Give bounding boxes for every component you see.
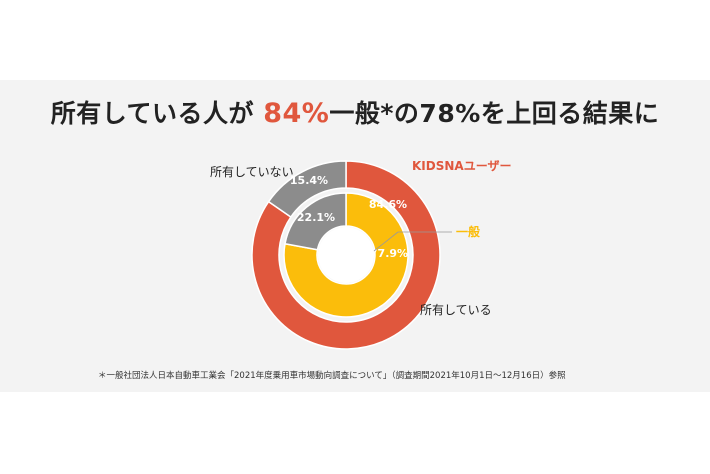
outer-owned-label: 84.6% [369,198,407,211]
outer-slice-1 [267,160,347,219]
inner-owned-label: 77.9% [370,247,408,260]
title-highlight: 84% [263,98,330,129]
owned-annotation: 所有している [420,303,492,317]
footnote: ＊一般社団法人日本自動車工業会「2021年度乗用車市場動向調査について」（調査期… [98,371,566,381]
outer-not-owned-label: 15.4% [290,174,328,187]
page-title: 所有している人が 84%一般*の78%を上回る結果に [0,94,710,130]
inner-not-owned-label: 22.1% [297,211,335,224]
inner-series-annotation: 一般 [456,224,480,239]
donut-hole [318,227,374,283]
inner-slice-1 [284,192,347,251]
outer-slice-0 [251,160,441,350]
not-owned-annotation: 所有していない [210,165,294,179]
title-prefix: 所有している人が [50,99,264,128]
title-suffix: 一般*の78%を上回る結果に [329,99,660,128]
inner-series-leader-diag [373,231,399,252]
inner-slice-0 [283,192,409,318]
outer-series-annotation: KIDSNAユーザー [412,159,511,173]
